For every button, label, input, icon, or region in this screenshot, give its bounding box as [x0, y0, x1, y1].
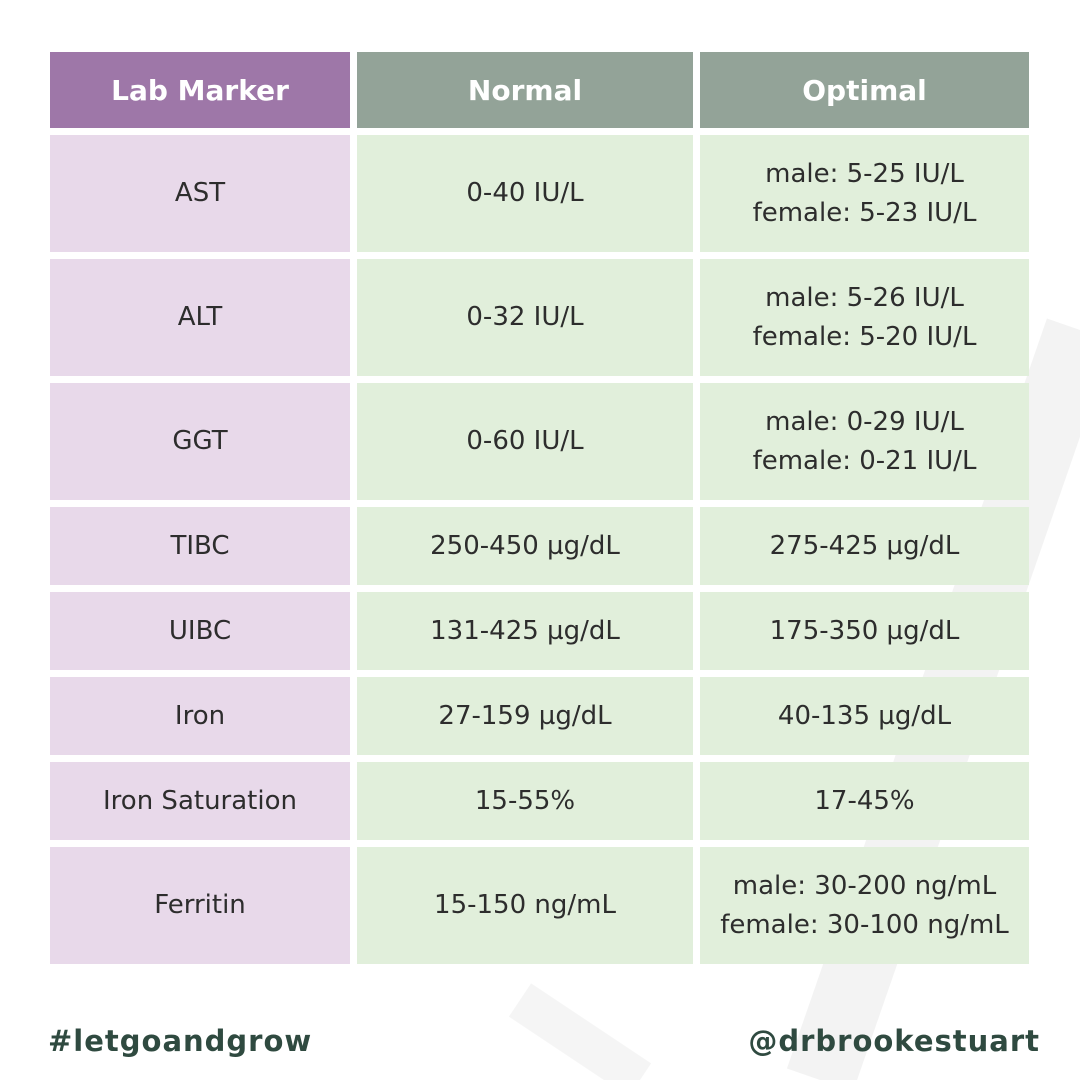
- optimal-range-lines: 40-135 µg/dL: [778, 697, 951, 736]
- cell-normal-range: 131-425 µg/dL: [357, 592, 693, 670]
- optimal-range-lines: male: 5-26 IU/L female: 5-20 IU/L: [753, 279, 977, 357]
- row-gap: [700, 500, 1029, 507]
- optimal-range-line: 175-350 µg/dL: [769, 615, 960, 646]
- cell-optimal-range: 17-45%: [700, 762, 1029, 840]
- optimal-range-line: male: 0-29 IU/L: [765, 406, 964, 437]
- cell-lab-marker: Ferritin: [50, 847, 350, 964]
- cell-normal-range: 0-60 IU/L: [357, 383, 693, 500]
- optimal-range-line: male: 30-200 ng/mL: [732, 870, 997, 901]
- cell-normal-range: 15-55%: [357, 762, 693, 840]
- row-gap: [700, 585, 1029, 592]
- optimal-range-line: 40-135 µg/dL: [777, 700, 952, 731]
- optimal-range-line: female: 5-23 IU/L: [752, 197, 977, 228]
- cell-optimal-range: male: 0-29 IU/L female: 0-21 IU/L: [700, 383, 1029, 500]
- optimal-range-line: female: 0-21 IU/L: [752, 445, 977, 476]
- row-gap: [700, 252, 1029, 259]
- row-gap: [50, 585, 350, 592]
- cell-lab-marker: ALT: [50, 259, 350, 376]
- cell-optimal-range: male: 5-26 IU/L female: 5-20 IU/L: [700, 259, 1029, 376]
- social-handle: @drbrookestuart: [748, 1024, 1040, 1058]
- row-gap: [357, 376, 693, 383]
- row-gap: [357, 840, 693, 847]
- cell-normal-range: 0-32 IU/L: [357, 259, 693, 376]
- optimal-range-line: male: 5-26 IU/L: [765, 282, 964, 313]
- optimal-range-lines: male: 30-200 ng/mL female: 30-100 ng/mL: [720, 867, 1009, 945]
- cell-normal-range: 27-159 µg/dL: [357, 677, 693, 755]
- row-gap: [357, 252, 693, 259]
- cell-optimal-range: 40-135 µg/dL: [700, 677, 1029, 755]
- optimal-range-line: female: 5-20 IU/L: [752, 321, 977, 352]
- row-gap: [50, 376, 350, 383]
- row-gap: [50, 670, 350, 677]
- optimal-range-lines: 17-45%: [814, 782, 914, 821]
- lab-marker-table: Lab Marker Normal Optimal AST 0-40 IU/L ma…: [50, 52, 1030, 964]
- cell-lab-marker: AST: [50, 135, 350, 252]
- optimal-range-line: 17-45%: [814, 785, 915, 816]
- row-gap: [357, 500, 693, 507]
- cell-lab-marker: UIBC: [50, 592, 350, 670]
- cell-lab-marker: TIBC: [50, 507, 350, 585]
- cell-normal-range: 15-150 ng/mL: [357, 847, 693, 964]
- row-gap: [357, 755, 693, 762]
- cell-lab-marker: Iron Saturation: [50, 762, 350, 840]
- optimal-range-line: male: 5-25 IU/L: [765, 158, 964, 189]
- header-lab-marker: Lab Marker: [50, 52, 350, 128]
- optimal-range-lines: male: 0-29 IU/L female: 0-21 IU/L: [753, 403, 977, 481]
- optimal-range-line: 275-425 µg/dL: [769, 530, 960, 561]
- cell-lab-marker: GGT: [50, 383, 350, 500]
- cell-optimal-range: 275-425 µg/dL: [700, 507, 1029, 585]
- row-gap: [50, 755, 350, 762]
- cell-optimal-range: male: 30-200 ng/mL female: 30-100 ng/mL: [700, 847, 1029, 964]
- optimal-range-lines: 275-425 µg/dL: [770, 527, 960, 566]
- cell-lab-marker: Iron: [50, 677, 350, 755]
- row-gap: [50, 840, 350, 847]
- row-gap: [357, 670, 693, 677]
- hashtag-text: #letgoandgrow: [48, 1024, 313, 1058]
- row-gap: [700, 755, 1029, 762]
- row-gap: [50, 500, 350, 507]
- row-gap: [700, 670, 1029, 677]
- row-gap: [50, 252, 350, 259]
- optimal-range-line: female: 30-100 ng/mL: [720, 909, 1009, 940]
- cell-normal-range: 250-450 µg/dL: [357, 507, 693, 585]
- header-normal: Normal: [357, 52, 693, 128]
- optimal-range-lines: male: 5-25 IU/L female: 5-23 IU/L: [753, 155, 977, 233]
- header-optimal: Optimal: [700, 52, 1029, 128]
- cell-optimal-range: 175-350 µg/dL: [700, 592, 1029, 670]
- row-gap: [357, 585, 693, 592]
- optimal-range-lines: 175-350 µg/dL: [770, 612, 960, 651]
- row-gap: [700, 376, 1029, 383]
- cell-normal-range: 0-40 IU/L: [357, 135, 693, 252]
- row-gap: [700, 840, 1029, 847]
- cell-optimal-range: male: 5-25 IU/L female: 5-23 IU/L: [700, 135, 1029, 252]
